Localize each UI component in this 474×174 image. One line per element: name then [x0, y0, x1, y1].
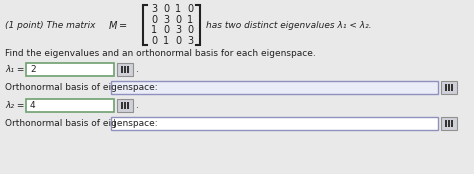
- Bar: [451, 86, 453, 89]
- Text: 1: 1: [151, 25, 157, 35]
- Text: 2: 2: [30, 65, 36, 74]
- Bar: [445, 125, 447, 127]
- Bar: [451, 120, 453, 122]
- Text: 1: 1: [175, 4, 181, 14]
- Text: 0: 0: [187, 25, 193, 35]
- Text: Find the eigenvalues and an orthonormal basis for each eigenspace.: Find the eigenvalues and an orthonormal …: [5, 49, 316, 58]
- Text: Orthonormal basis of eigenspace:: Orthonormal basis of eigenspace:: [5, 119, 158, 128]
- Text: .: .: [136, 101, 139, 110]
- Bar: [124, 104, 126, 106]
- Bar: [451, 84, 453, 86]
- Bar: [111, 117, 438, 130]
- Bar: [124, 68, 126, 70]
- Text: 3: 3: [175, 25, 181, 35]
- Bar: [121, 66, 123, 68]
- Bar: [448, 89, 450, 91]
- Bar: [451, 125, 453, 127]
- Bar: [121, 102, 123, 104]
- Bar: [445, 89, 447, 91]
- Text: 3: 3: [187, 36, 193, 46]
- Text: 1: 1: [163, 36, 169, 46]
- Bar: [448, 120, 450, 122]
- Text: $M=$: $M=$: [108, 19, 128, 31]
- Text: 0: 0: [163, 25, 169, 35]
- Bar: [451, 89, 453, 91]
- Bar: [124, 107, 126, 109]
- Bar: [448, 86, 450, 89]
- Text: 0: 0: [175, 36, 181, 46]
- Bar: [124, 66, 126, 68]
- Bar: [26, 99, 114, 112]
- Bar: [127, 107, 129, 109]
- Text: 4: 4: [30, 101, 36, 110]
- Text: 0: 0: [163, 4, 169, 14]
- Bar: [127, 68, 129, 70]
- Bar: [124, 71, 126, 73]
- Bar: [121, 71, 123, 73]
- Text: 0: 0: [151, 15, 157, 25]
- Text: |: |: [113, 119, 116, 128]
- Bar: [121, 104, 123, 106]
- Bar: [111, 81, 438, 94]
- Text: 1: 1: [187, 15, 193, 25]
- Text: λ₂ =: λ₂ =: [5, 101, 24, 110]
- Bar: [445, 122, 447, 125]
- Bar: [448, 122, 450, 125]
- Text: 3: 3: [151, 4, 157, 14]
- Bar: [121, 107, 123, 109]
- Bar: [451, 122, 453, 125]
- Bar: [445, 120, 447, 122]
- Bar: [124, 102, 126, 104]
- Text: 0: 0: [175, 15, 181, 25]
- Bar: [127, 102, 129, 104]
- Bar: [121, 68, 123, 70]
- Bar: [127, 104, 129, 106]
- Bar: [448, 125, 450, 127]
- Text: has two distinct eigenvalues λ₁ < λ₂.: has two distinct eigenvalues λ₁ < λ₂.: [206, 21, 372, 30]
- Bar: [117, 63, 133, 76]
- Bar: [448, 84, 450, 86]
- Bar: [127, 71, 129, 73]
- Bar: [117, 99, 133, 112]
- Text: 0: 0: [151, 36, 157, 46]
- Text: λ₁ =: λ₁ =: [5, 65, 24, 74]
- Bar: [445, 84, 447, 86]
- Bar: [127, 66, 129, 68]
- Text: Orthonormal basis of eigenspace:: Orthonormal basis of eigenspace:: [5, 83, 158, 92]
- Bar: [445, 86, 447, 89]
- Bar: [441, 81, 457, 94]
- Text: (1 point) The matrix: (1 point) The matrix: [5, 21, 99, 30]
- Text: 0: 0: [187, 4, 193, 14]
- Text: 3: 3: [163, 15, 169, 25]
- Bar: [441, 117, 457, 130]
- Bar: [26, 63, 114, 76]
- Text: .: .: [136, 65, 139, 74]
